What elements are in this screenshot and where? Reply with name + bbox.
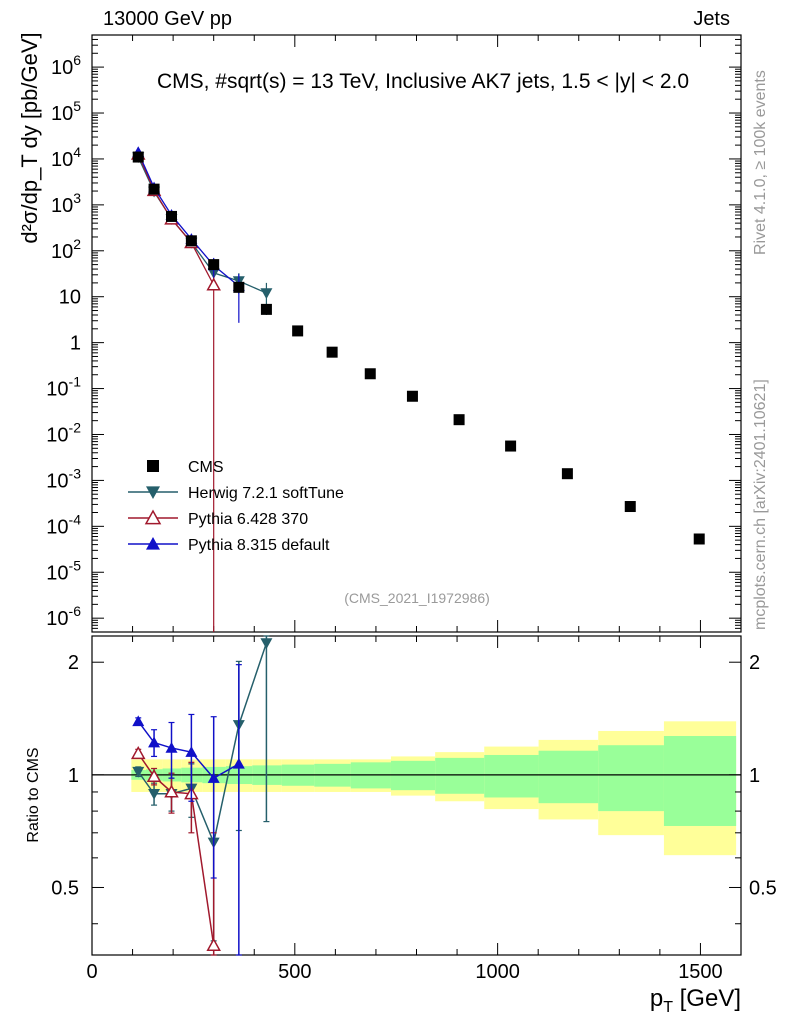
ratio-point	[148, 736, 161, 748]
ratio-point	[132, 715, 145, 727]
y-axis-label: d²σ/dp_T dy [pb/GeV]	[17, 32, 42, 243]
x-tick-label: 1000	[475, 961, 520, 983]
ratio-band-inner	[663, 736, 737, 826]
y-tick-label: 103	[51, 190, 81, 217]
cms-data-point	[326, 346, 338, 358]
cms-data-point	[208, 259, 220, 271]
header-process: 13000 GeV pp	[103, 8, 232, 30]
legend-marker	[144, 509, 162, 525]
legend-marker	[147, 460, 159, 472]
series-point	[206, 277, 221, 291]
ratio-tick-label: 0.5	[51, 877, 79, 899]
ratio-point	[206, 937, 221, 951]
ratio-band-inner	[598, 745, 664, 812]
plot-watermark: (CMS_2021_I1972986)	[344, 590, 490, 606]
ratio-band-inner	[390, 760, 436, 791]
cms-data-point	[364, 368, 376, 380]
ratio-point	[132, 766, 145, 778]
ratio-point	[165, 741, 178, 753]
cms-data-point	[406, 390, 418, 402]
ratio-band-inner	[538, 750, 599, 804]
ratio-point	[146, 768, 162, 783]
ratio-tick-label: 1	[68, 765, 79, 787]
series-point	[260, 288, 273, 300]
header-category: Jets	[693, 8, 730, 30]
y-tick-label: 10-4	[46, 511, 81, 538]
y-tick-label: 102	[51, 236, 81, 263]
ratio-y-axis-label: Ratio to CMS	[25, 747, 42, 842]
ratio-point	[185, 746, 198, 757]
x-axis-label: pT [GeV]	[650, 985, 741, 1016]
legend-label: Herwig 7.2.1 softTune	[188, 485, 344, 502]
series-line	[137, 151, 240, 287]
cms-data-point	[453, 414, 465, 426]
cms-data-point	[185, 235, 197, 247]
ratio-tick-label: 2	[68, 652, 79, 674]
x-tick-label: 1500	[678, 961, 723, 983]
ratio-band-inner	[435, 757, 485, 794]
x-tick-label: 0	[86, 961, 97, 983]
ratio-point	[130, 746, 146, 760]
series-line	[137, 156, 267, 294]
y-tick-label: 10-5	[46, 557, 81, 584]
y-tick-label: 106	[51, 52, 81, 79]
cms-data-point	[292, 325, 304, 337]
legend-marker	[146, 486, 160, 499]
ratio-point	[148, 788, 161, 800]
x-tick-label: 500	[278, 961, 311, 983]
plot-title: CMS, #sqrt(s) = 13 TeV, Inclusive AK7 je…	[157, 70, 689, 93]
cms-data-point	[260, 303, 272, 315]
ratio-tick-label-right: 1	[749, 765, 760, 787]
y-tick-label: 10-1	[46, 374, 81, 401]
cms-data-point	[505, 440, 517, 452]
y-tick-label: 10	[59, 287, 81, 309]
legend-marker	[146, 537, 160, 550]
cms-data-point	[166, 210, 178, 222]
ratio-series-line	[137, 720, 240, 780]
ratio-tick-label-right: 0.5	[749, 877, 777, 899]
cms-data-point	[624, 501, 636, 513]
cms-data-point	[132, 151, 144, 163]
ratio-point	[164, 784, 179, 798]
cms-data-point	[148, 183, 160, 195]
ratio-point	[232, 757, 245, 769]
y-tick-label: 104	[51, 144, 81, 171]
y-tick-label: 1	[70, 333, 81, 355]
y-tick-label: 10-2	[46, 419, 81, 446]
ratio-band-inner	[484, 754, 539, 798]
cms-data-point	[561, 468, 573, 480]
legend-label: Pythia 8.315 default	[188, 537, 330, 554]
cms-data-point	[233, 281, 245, 293]
cms-data-point	[693, 533, 705, 545]
ratio-tick-label-right: 2	[749, 652, 760, 674]
ratio-point	[260, 638, 273, 650]
ratio-point	[207, 772, 220, 783]
y-tick-label: 105	[51, 98, 81, 125]
legend-label: CMS	[188, 459, 224, 476]
y-tick-label: 10-6	[46, 603, 81, 630]
legend-label: Pythia 6.428 370	[188, 511, 308, 528]
y-tick-label: 10-3	[46, 465, 81, 492]
